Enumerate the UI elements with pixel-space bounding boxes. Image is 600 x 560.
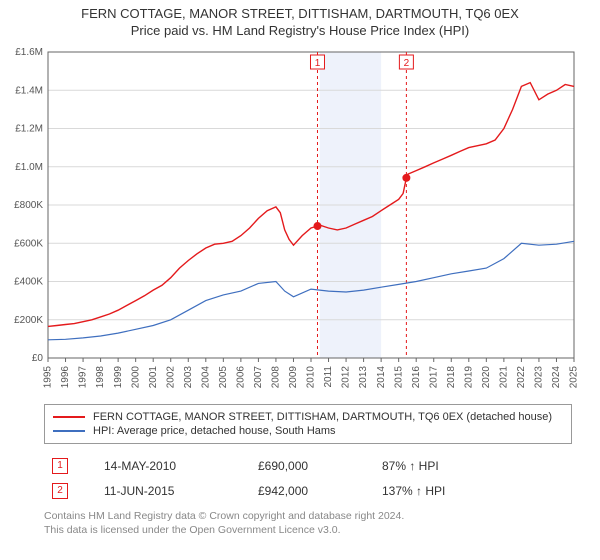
sales-marker-num: 2	[52, 483, 68, 499]
title-main: FERN COTTAGE, MANOR STREET, DITTISHAM, D…	[0, 6, 600, 21]
y-tick-label: £400K	[14, 277, 43, 288]
sales-price: £942,000	[252, 479, 374, 502]
sale-dot	[402, 174, 410, 182]
y-tick-label: £200K	[14, 315, 43, 326]
y-tick-label: £1.2M	[15, 124, 43, 135]
x-tick-label: 2009	[288, 366, 299, 389]
chart-svg: £0 £200K £400K £600K £800K £1.0M £1.2M £1.4M £1.…	[0, 38, 600, 398]
legend-swatch	[53, 416, 85, 418]
legend-label: HPI: Average price, detached house, Sout…	[93, 425, 336, 437]
sales-date: 11-JUN-2015	[98, 479, 250, 502]
legend-row: HPI: Average price, detached house, Sout…	[53, 425, 563, 437]
x-tick-label: 2008	[271, 366, 282, 389]
legend: FERN COTTAGE, MANOR STREET, DITTISHAM, D…	[44, 404, 572, 444]
x-tick-label: 2000	[130, 366, 141, 389]
x-tick-label: 2025	[569, 366, 580, 389]
legend-label: FERN COTTAGE, MANOR STREET, DITTISHAM, D…	[93, 411, 552, 423]
x-tick-label: 2017	[428, 366, 439, 389]
x-tick-label: 1999	[113, 366, 124, 389]
x-tick-label: 2021	[499, 366, 510, 389]
sales-table: 1 14-MAY-2010£690,00087% ↑ HPI 2 11-JUN-201…	[44, 452, 453, 504]
footer-line2: This data is licensed under the Open Gov…	[44, 524, 572, 538]
x-tick-label: 2006	[236, 366, 247, 389]
sales-marker-num: 1	[52, 458, 68, 474]
x-tick-label: 1998	[95, 366, 106, 389]
y-tick-label: £800K	[14, 200, 43, 211]
x-tick-label: 2023	[534, 366, 545, 389]
footer-line1: Contains HM Land Registry data © Crown c…	[44, 510, 572, 524]
sales-date: 14-MAY-2010	[98, 454, 250, 477]
x-tick-label: 2013	[358, 366, 369, 389]
x-tick-label: 2024	[551, 366, 562, 389]
sales-price: £690,000	[252, 454, 374, 477]
chart-area: £0 £200K £400K £600K £800K £1.0M £1.2M £1.4M £1.…	[0, 38, 600, 398]
x-tick-label: 2001	[148, 366, 159, 389]
title-sub: Price paid vs. HM Land Registry's House …	[0, 23, 600, 38]
x-tick-label: 2020	[481, 366, 492, 389]
x-tick-label: 1996	[60, 366, 71, 389]
sales-pct: 87% ↑ HPI	[376, 454, 451, 477]
x-tick-label: 2005	[218, 366, 229, 389]
x-tick-label: 2014	[376, 366, 387, 389]
sales-pct: 137% ↑ HPI	[376, 479, 451, 502]
legend-row: FERN COTTAGE, MANOR STREET, DITTISHAM, D…	[53, 411, 563, 423]
x-tick-label: 2011	[323, 366, 334, 388]
x-tick-label: 2003	[183, 366, 194, 389]
sale-marker-number: 2	[404, 58, 410, 69]
y-tick-label: £1.6M	[15, 47, 43, 58]
x-tick-label: 2010	[306, 366, 317, 389]
title-block: FERN COTTAGE, MANOR STREET, DITTISHAM, D…	[0, 0, 600, 38]
y-tick-label: £1.4M	[15, 85, 43, 96]
x-tick-label: 2015	[393, 366, 404, 389]
x-tick-label: 2018	[446, 366, 457, 389]
legend-swatch	[53, 430, 85, 432]
x-tick-label: 2012	[341, 366, 352, 389]
x-tick-label: 2016	[411, 366, 422, 389]
chart-container: FERN COTTAGE, MANOR STREET, DITTISHAM, D…	[0, 0, 600, 537]
x-tick-label: 2002	[165, 366, 176, 389]
x-tick-label: 1995	[43, 366, 54, 389]
sales-row: 1 14-MAY-2010£690,00087% ↑ HPI	[46, 454, 451, 477]
sale-dot	[313, 222, 321, 230]
footer: Contains HM Land Registry data © Crown c…	[44, 510, 572, 537]
y-tick-label: £0	[32, 353, 44, 364]
x-tick-label: 2004	[200, 366, 211, 389]
x-tick-label: 2019	[463, 366, 474, 389]
y-tick-label: £600K	[14, 238, 43, 249]
x-tick-label: 1997	[78, 366, 89, 389]
y-tick-label: £1.0M	[15, 162, 43, 173]
sales-row: 2 11-JUN-2015£942,000137% ↑ HPI	[46, 479, 451, 502]
x-tick-label: 2007	[253, 366, 264, 389]
sale-marker-number: 1	[315, 58, 321, 69]
x-tick-label: 2022	[516, 366, 527, 389]
series-hpi	[48, 241, 574, 339]
